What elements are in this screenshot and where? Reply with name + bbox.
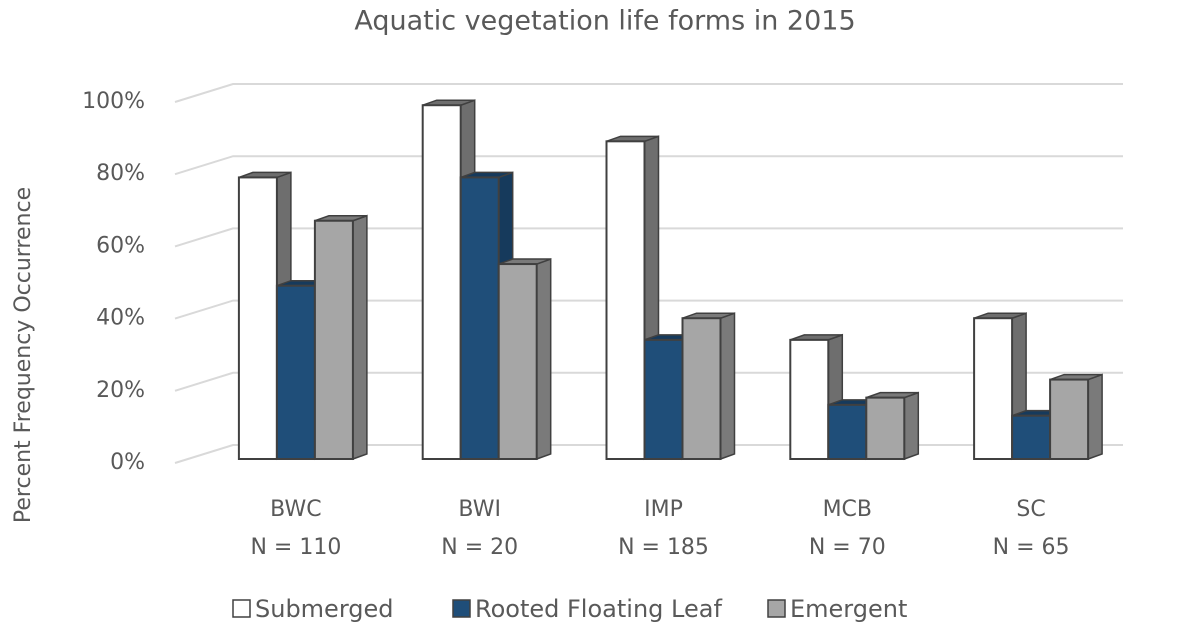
- bar: [681, 317, 722, 460]
- bar: [973, 317, 1014, 460]
- bar: [237, 176, 278, 460]
- x-tick-label: BWC: [270, 497, 321, 522]
- bar: [275, 284, 316, 460]
- bar: [497, 263, 538, 460]
- grid-line: [174, 299, 1123, 320]
- grid-line: [174, 227, 1123, 248]
- legend-swatch: [767, 599, 786, 618]
- bar: [459, 176, 500, 460]
- x-tick-label: SC: [1016, 497, 1045, 522]
- y-axis-title: Percent Frequency Occurrence: [11, 187, 36, 523]
- bar-side: [903, 391, 920, 461]
- bar-side: [535, 257, 552, 461]
- x-tick-count: N = 110: [250, 535, 341, 560]
- chart-title: Aquatic vegetation life forms in 2015: [354, 6, 855, 37]
- legend-swatch: [452, 599, 471, 618]
- bar: [421, 104, 462, 460]
- bar: [865, 396, 906, 461]
- x-tick-label: IMP: [644, 497, 683, 522]
- grid-line: [174, 83, 1123, 103]
- legend-swatch: [232, 599, 251, 618]
- bar-side: [352, 214, 368, 461]
- x-tick-count: N = 70: [809, 535, 886, 560]
- y-tick-label: 60%: [96, 233, 145, 258]
- bar: [1049, 378, 1090, 460]
- x-tick-label: MCB: [823, 497, 872, 522]
- x-tick-label: BWI: [458, 497, 501, 522]
- legend-label: Rooted Floating Leaf: [475, 595, 722, 623]
- bar: [643, 338, 684, 460]
- y-tick-label: 0%: [110, 450, 145, 475]
- bar: [789, 338, 830, 460]
- y-tick-label: 100%: [82, 89, 145, 114]
- bar: [1011, 414, 1052, 460]
- y-tick-label: 80%: [96, 161, 145, 186]
- bar-side: [1087, 373, 1103, 461]
- bar: [827, 403, 868, 461]
- bar: [605, 140, 646, 460]
- legend-label: Emergent: [790, 595, 907, 623]
- x-tick-count: N = 65: [993, 535, 1070, 560]
- x-tick-count: N = 20: [441, 535, 518, 560]
- y-tick-label: 40%: [96, 306, 145, 331]
- x-tick-count: N = 185: [618, 535, 709, 560]
- bar-side: [719, 312, 736, 461]
- y-tick-label: 20%: [96, 378, 145, 403]
- bar: [313, 219, 354, 460]
- legend-label: Submerged: [255, 595, 394, 623]
- grid-line: [174, 155, 1123, 176]
